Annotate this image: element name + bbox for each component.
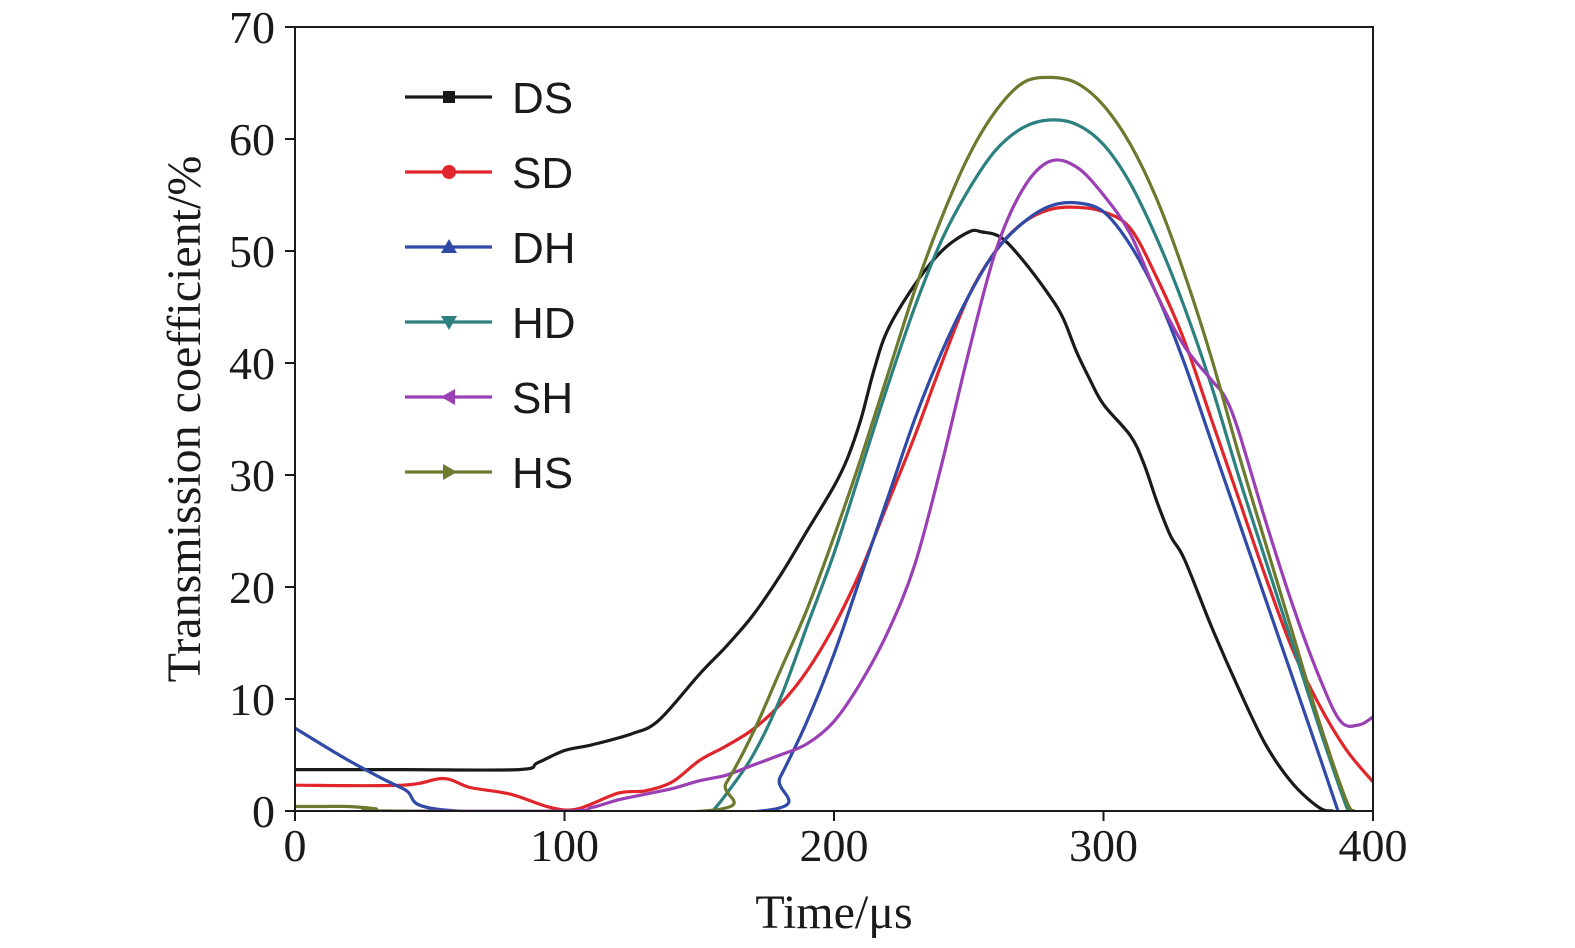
legend-item-dh: DH [405, 224, 576, 273]
triangle-up-marker-icon [441, 239, 457, 253]
series-line-sh [374, 158, 1373, 811]
x-tick-label: 400 [1339, 820, 1408, 871]
x-tick-label: 0 [284, 820, 307, 871]
y-tick-label: 50 [229, 226, 275, 277]
triangle-right-marker-icon [443, 464, 457, 480]
y-tick-label: 40 [229, 338, 275, 389]
legend-item-sd: SD [405, 149, 573, 198]
triangle-down-marker-icon [441, 316, 457, 330]
series-layer [295, 75, 1373, 811]
square-marker-icon [443, 91, 455, 103]
x-tick-label: 200 [800, 820, 869, 871]
legend-item-hs: HS [405, 449, 573, 498]
y-tick-label: 60 [229, 114, 275, 165]
legend-label: HS [512, 449, 573, 498]
y-tick-label: 30 [229, 450, 275, 501]
series-line-ds [295, 228, 1335, 811]
y-tick-label: 0 [252, 786, 275, 837]
legend-item-sh: SH [405, 374, 573, 423]
y-tick-label: 70 [229, 2, 275, 53]
legend-label: HD [512, 299, 576, 348]
circle-marker-icon [442, 165, 456, 179]
legend-label: DH [512, 224, 576, 273]
series-line-dh [295, 200, 1340, 811]
legend-label: SH [512, 374, 573, 423]
triangle-left-marker-icon [441, 389, 455, 405]
legend-item-hd: HD [405, 299, 576, 348]
y-axis-ticks: 0 10 20 30 40 50 60 70 [229, 2, 295, 837]
x-axis-title: Time/μs [755, 886, 912, 939]
legend: DS SD DH HD SH HS [405, 74, 576, 498]
y-tick-label: 10 [229, 674, 275, 725]
x-tick-label: 300 [1069, 820, 1138, 871]
legend-label: SD [512, 149, 573, 198]
x-axis-ticks: 0 100 200 300 400 [284, 811, 1408, 871]
y-axis-title: Transmission coefficient/% [158, 156, 211, 683]
y-tick-label: 20 [229, 562, 275, 613]
series-line-hd [711, 118, 1353, 811]
x-tick-label: 100 [530, 820, 599, 871]
legend-item-ds: DS [405, 74, 573, 123]
legend-label: DS [512, 74, 573, 123]
series-line-hs [295, 75, 1356, 811]
